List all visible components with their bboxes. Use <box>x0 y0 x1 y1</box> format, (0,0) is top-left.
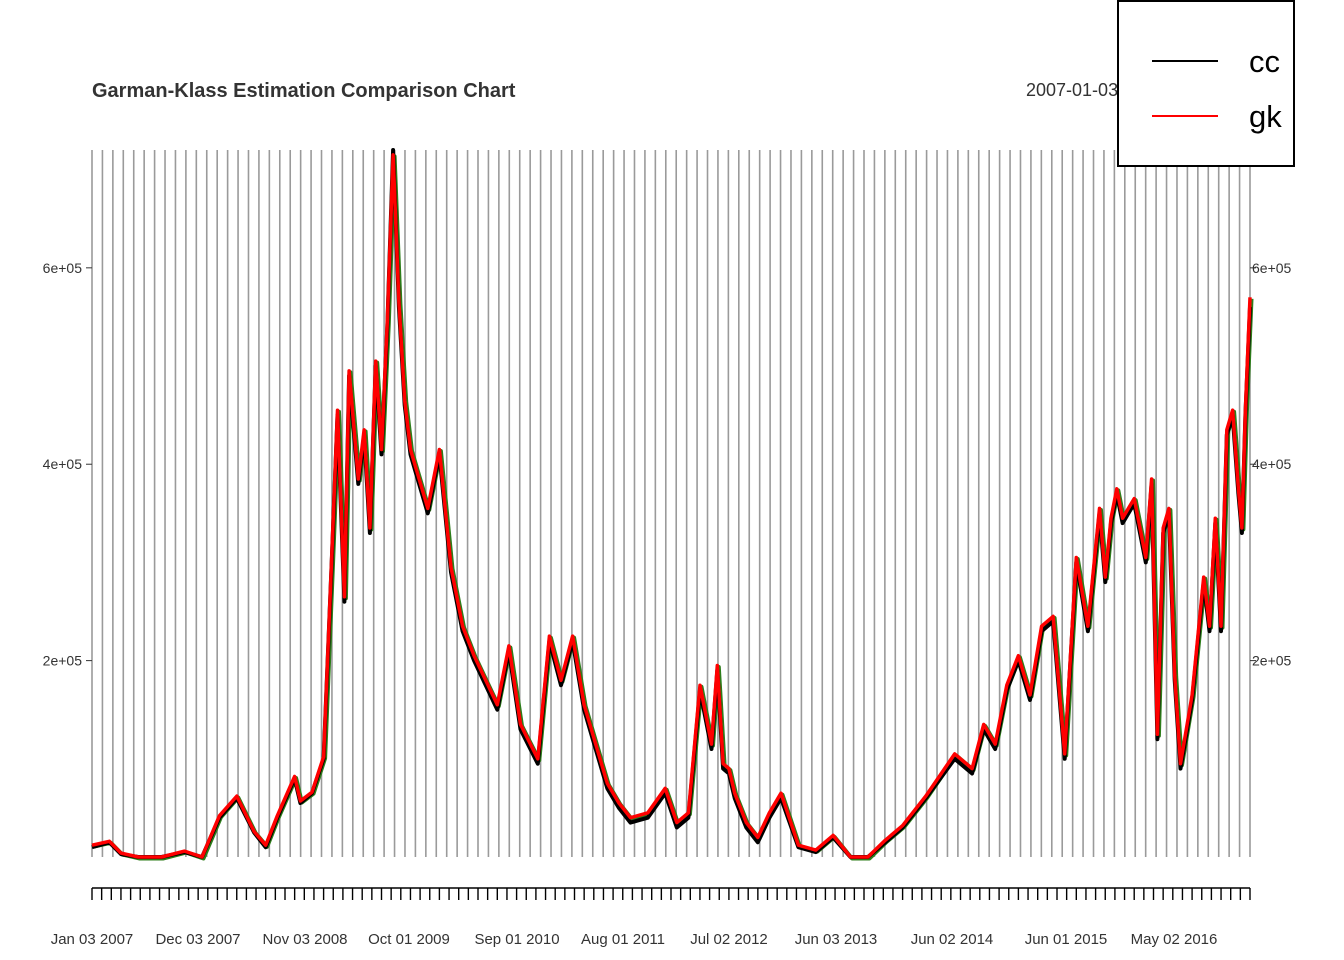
legend: cc gk <box>1117 0 1295 167</box>
series-shadow-line <box>94 156 1252 858</box>
y-axis-right: 2e+05 4e+05 6e+05 <box>1250 260 1292 669</box>
legend-item-cc: cc <box>1119 41 1293 81</box>
y-tick-label-right: 6e+05 <box>1252 260 1292 276</box>
x-tick-label: Jun 02 2014 <box>911 931 994 948</box>
x-tick-label: Nov 03 2008 <box>262 931 347 948</box>
x-tick-label: Sep 01 2010 <box>474 931 559 948</box>
x-tick-label: Jun 01 2015 <box>1025 931 1108 948</box>
legend-swatch-cc <box>1152 60 1218 62</box>
y-tick-label-right: 2e+05 <box>1252 653 1292 669</box>
x-tick-label: Dec 03 2007 <box>155 931 240 948</box>
chart-title: Garman-Klass Estimation Comparison Chart <box>92 80 515 103</box>
x-tick-label: Jun 03 2013 <box>795 931 878 948</box>
legend-swatch-gk <box>1152 115 1218 117</box>
y-axis-left: 2e+05 4e+05 6e+05 <box>43 260 92 669</box>
x-tick-label: May 02 2016 <box>1131 931 1218 948</box>
legend-label-gk: gk <box>1249 99 1282 135</box>
y-tick-label-left: 4e+05 <box>43 456 83 472</box>
vertical-gridlines <box>92 150 1250 857</box>
y-tick-label-right: 4e+05 <box>1252 456 1292 472</box>
x-tick-label: Jul 02 2012 <box>690 931 768 948</box>
legend-label-cc: cc <box>1249 44 1280 80</box>
y-tick-label-left: 2e+05 <box>43 653 83 669</box>
y-tick-label-left: 6e+05 <box>43 260 83 276</box>
x-axis: Jan 03 2007 Dec 03 2007 Nov 03 2008 Oct 01 … <box>51 888 1250 948</box>
legend-item-gk: gk <box>1119 96 1293 136</box>
x-tick-label: Jan 03 2007 <box>51 931 134 948</box>
series-lines <box>92 150 1252 859</box>
series-line-cc <box>92 150 1250 857</box>
series-line-gk <box>92 155 1250 857</box>
x-tick-label: Aug 01 2011 <box>581 931 665 948</box>
x-tick-label: Oct 01 2009 <box>368 931 450 948</box>
